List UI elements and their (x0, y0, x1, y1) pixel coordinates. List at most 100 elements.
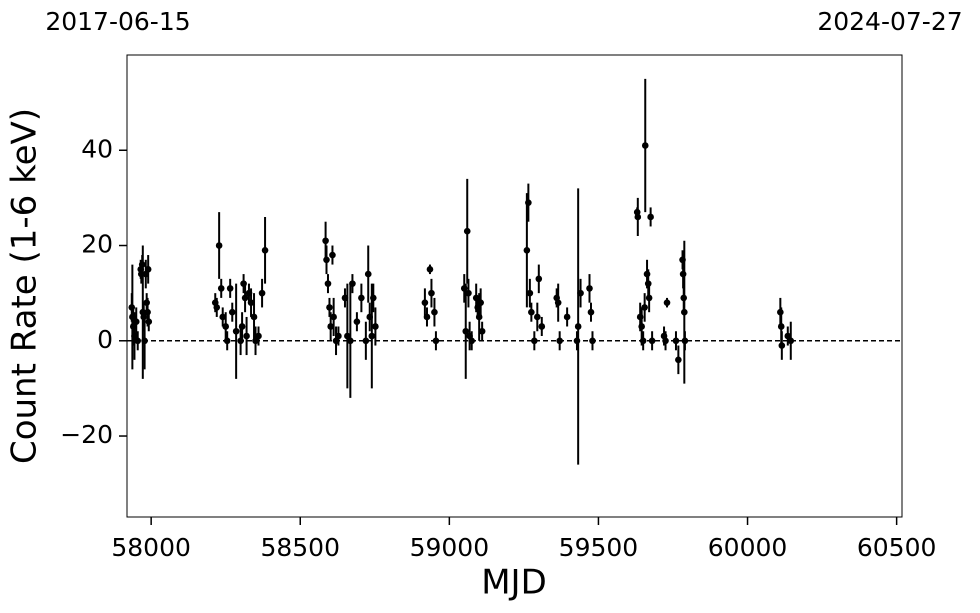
data-point (587, 308, 595, 316)
x-tick-label: 59500 (559, 533, 639, 562)
data-point (681, 337, 689, 345)
x-tick-label: 58500 (260, 533, 340, 562)
x-tick-label: 60000 (708, 533, 788, 562)
data-point (362, 337, 370, 345)
data-point (222, 323, 230, 330)
data-point (372, 323, 379, 330)
y-axis-label: Count Rate (1-6 keV) (5, 108, 45, 464)
data-point (523, 246, 531, 254)
y-tick-label: 20 (81, 230, 113, 259)
data-point (534, 313, 541, 321)
data-point (645, 294, 653, 302)
data-point (643, 270, 651, 278)
data-point (638, 323, 645, 330)
data-point (428, 289, 435, 297)
data-point (258, 289, 266, 297)
x-tick-label: 59000 (410, 533, 490, 562)
data-point (554, 299, 562, 306)
data-point (465, 289, 472, 297)
data-point (463, 227, 471, 235)
data-point (573, 337, 581, 345)
data-point (255, 332, 262, 340)
data-point (322, 237, 329, 245)
data-point (358, 294, 365, 302)
data-point (531, 337, 538, 345)
y-tick-label: −20 (60, 420, 113, 449)
data-point (647, 213, 654, 221)
data-point (132, 318, 140, 326)
data-point (217, 285, 225, 292)
data-point (327, 323, 334, 330)
data-point (426, 266, 434, 273)
data-point (326, 304, 333, 311)
data-point (525, 199, 532, 206)
data-point (329, 251, 336, 259)
data-point (432, 337, 440, 345)
data-point (681, 308, 688, 316)
data-point (323, 256, 330, 264)
data-point (144, 308, 151, 316)
data-point (423, 313, 431, 321)
data-point (250, 313, 258, 321)
end-date-label: 2024-07-27 (817, 7, 962, 36)
data-point (477, 299, 484, 306)
data-point (238, 323, 246, 330)
data-point (538, 323, 546, 330)
data-point (228, 308, 236, 316)
data-point (641, 304, 648, 311)
data-point (784, 332, 792, 340)
data-point (526, 289, 534, 297)
data-point (675, 356, 682, 364)
data-point (134, 337, 142, 345)
data-point (344, 332, 351, 340)
y-tick-label: 0 (97, 325, 113, 354)
data-point (634, 213, 642, 221)
data-point (252, 337, 259, 345)
data-point (243, 332, 250, 340)
data-point (663, 299, 671, 306)
data-point (574, 323, 582, 330)
data-point (778, 342, 786, 349)
data-point (226, 285, 234, 292)
data-point (639, 337, 647, 345)
data-point (662, 337, 669, 345)
data-point (468, 337, 476, 345)
data-point (223, 337, 231, 345)
data-point (431, 308, 438, 316)
data-point (247, 299, 255, 306)
data-point (370, 294, 377, 302)
data-point (324, 280, 332, 287)
data-point (679, 270, 687, 278)
x-tick-label: 58000 (111, 533, 191, 562)
data-point (535, 275, 543, 283)
start-date-label: 2017-06-15 (45, 7, 190, 36)
data-point (641, 142, 649, 149)
data-point (648, 337, 656, 345)
data-point (364, 270, 372, 278)
x-axis-label: MJD (481, 563, 547, 603)
data-point (335, 332, 342, 340)
x-tick-label: 60500 (857, 533, 937, 562)
data-point (589, 337, 596, 345)
data-point (213, 304, 221, 311)
data-point (330, 313, 337, 321)
data-point (586, 285, 593, 292)
data-point (462, 327, 470, 335)
data-point (478, 327, 486, 335)
data-point (349, 280, 356, 287)
plot-frame (126, 54, 903, 518)
data-point (672, 337, 680, 345)
data-point (577, 289, 584, 297)
data-point (347, 337, 354, 345)
data-point (563, 313, 571, 321)
data-point (261, 246, 269, 254)
data-point (141, 337, 148, 345)
data-point (232, 327, 240, 335)
data-point (219, 313, 227, 321)
data-point (556, 337, 563, 345)
data-point (215, 242, 223, 249)
data-point (353, 318, 361, 326)
data-point (777, 323, 785, 330)
data-point (528, 308, 535, 316)
